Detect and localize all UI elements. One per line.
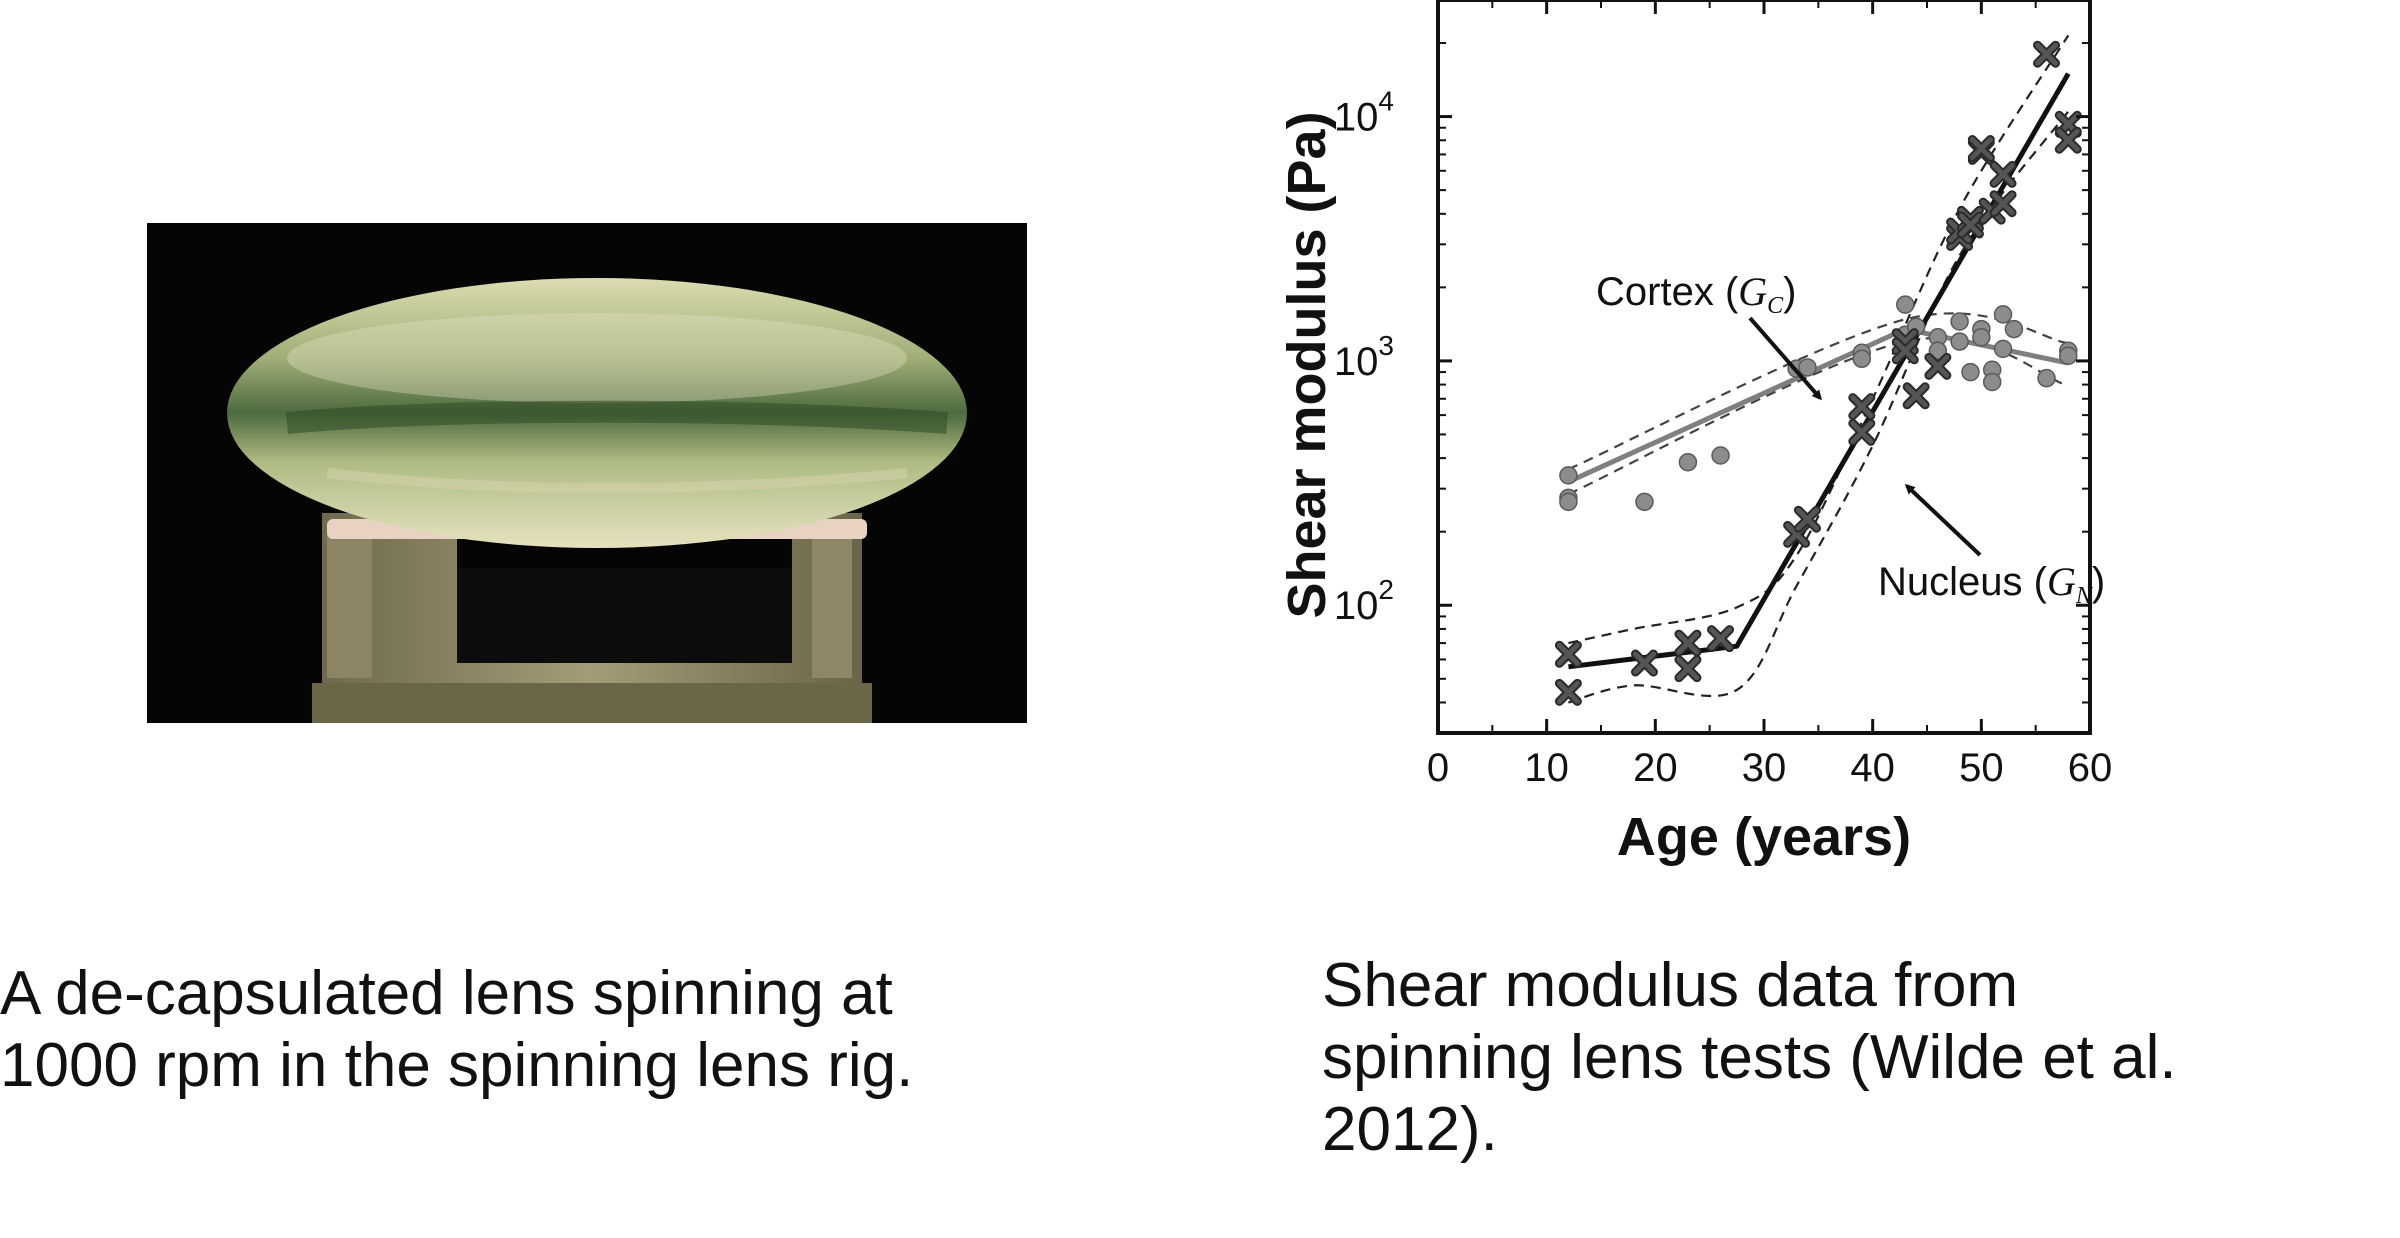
nucleus-point-fill	[1969, 137, 1993, 161]
cortex-subscript: C	[1767, 293, 1784, 319]
nucleus-point	[1967, 135, 1995, 163]
x-tick-label: 60	[2068, 746, 2113, 790]
nucleus-point	[1848, 393, 1876, 421]
nucleus-point-fill	[1904, 384, 1928, 408]
nucleus-point-fill	[1850, 420, 1874, 444]
x-tick-label: 30	[1742, 746, 1787, 790]
cortex-point	[1982, 372, 2002, 392]
nucleus-point-fill	[1795, 507, 1819, 531]
nucleus-point	[1989, 160, 2017, 188]
cortex-point	[1896, 295, 1915, 314]
cortex-point	[1678, 452, 1698, 472]
x-tick-label: 20	[1633, 746, 1678, 790]
cortex-point	[2004, 319, 2024, 339]
nucleus-point	[1924, 352, 1952, 380]
cortex-point	[1993, 305, 2013, 324]
chart-caption-line-1: Shear modulus data from	[1322, 951, 2019, 1020]
nucleus-point-fill	[1958, 213, 1982, 237]
x-tick-label: 10	[1524, 746, 1569, 790]
nucleus-subscript: N	[2075, 583, 2094, 609]
cortex-label-text: Cortex	[1596, 270, 1714, 314]
cortex-band-lower	[1567, 336, 2069, 496]
lens-photo	[147, 223, 1027, 723]
nucleus-point-fill	[2035, 42, 2059, 66]
nucleus-point-fill	[1850, 395, 1874, 419]
nucleus-point	[1674, 629, 1702, 657]
nucleus-point-fill	[1926, 354, 1950, 378]
photo-caption: A de-capsulated lens spinning at 1000 rp…	[0, 958, 1100, 1102]
cortex-point	[1950, 312, 1969, 331]
cortex-point	[1972, 327, 1991, 347]
cortex-point	[1711, 446, 1730, 465]
nucleus-point	[1989, 190, 2017, 218]
x-axis-title: Age (years)	[1617, 807, 1911, 867]
nucleus-point	[1793, 505, 1821, 533]
data-points	[1554, 40, 2082, 706]
cortex-point	[1559, 466, 1578, 485]
cortex-annotation: Cortex (GC)	[1596, 269, 1822, 401]
nucleus-point	[1848, 418, 1876, 446]
nucleus-point	[1956, 211, 1984, 239]
nucleus-point-fill	[1676, 657, 1700, 681]
nucleus-point	[2054, 126, 2082, 154]
nucleus-point	[1630, 649, 1658, 677]
cortex-point	[2059, 346, 2078, 365]
shear-modulus-chart: 0 10 20 30 40 50 60 102 103 104 Age (years) Shear…	[1260, 0, 2400, 900]
photo-caption-line-2: 1000 rpm in the spinning lens rig.	[0, 1031, 914, 1100]
nucleus-band-upper	[1568, 34, 2070, 645]
nucleus-point-fill	[1893, 339, 1917, 363]
nucleus-arrow	[1904, 483, 1982, 557]
chart-svg: 0 10 20 30 40 50 60 102 103 104 Age (years) Shear…	[1277, 0, 2112, 867]
nucleus-point-fill	[1991, 192, 2015, 216]
cortex-point	[1928, 341, 1948, 361]
y-tick-label: 103	[1334, 330, 1394, 384]
x-tick-label: 0	[1427, 746, 1449, 790]
cortex-point	[2037, 368, 2056, 388]
cortex-label: Cortex (GC)	[1596, 269, 1797, 319]
nucleus-point	[1674, 655, 1702, 683]
nucleus-symbol: G	[2047, 559, 2076, 604]
nucleus-point-fill	[1556, 642, 1580, 666]
cortex-point	[1852, 349, 1872, 369]
lens-image	[147, 223, 1027, 723]
cortex-point	[1961, 362, 1980, 382]
nucleus-point	[1554, 678, 1582, 706]
nucleus-point-fill	[1556, 680, 1580, 704]
chart-caption-line-2: spinning lens tests (Wilde et al.	[1322, 1023, 2177, 1092]
cortex-point	[1950, 332, 1969, 351]
cortex-point	[1559, 492, 1578, 512]
cortex-arrow	[1748, 316, 1822, 401]
y-axis-title: Shear modulus (Pa)	[1277, 111, 1337, 618]
y-tick-label: 104	[1334, 86, 1394, 140]
axis-ticks: 0 10 20 30 40 50 60 102 103 104	[1334, 0, 2112, 790]
nucleus-point	[1554, 640, 1582, 668]
nucleus-point-fill	[1709, 627, 1733, 651]
photo-caption-line-1: A de-capsulated lens spinning at	[0, 959, 893, 1028]
nucleus-point	[1707, 625, 1735, 653]
chart-caption: Shear modulus data from spinning lens te…	[1322, 950, 2382, 1166]
cortex-symbol: G	[1738, 269, 1767, 314]
nucleus-point-fill	[1991, 162, 2015, 186]
cortex-point	[1798, 358, 1817, 377]
nucleus-point	[2033, 40, 2061, 68]
nucleus-point	[1902, 382, 1930, 410]
nucleus-point-fill	[1676, 631, 1700, 655]
nucleus-annotation: Nucleus (GN)	[1878, 483, 2105, 609]
nucleus-point-fill	[1632, 651, 1656, 675]
nucleus-label-text: Nucleus	[1878, 560, 2023, 604]
nucleus-label: Nucleus (GN)	[1878, 559, 2105, 609]
x-tick-label: 40	[1850, 746, 1895, 790]
cortex-point	[1993, 339, 2013, 359]
x-tick-label: 50	[1959, 746, 2004, 790]
cortex-point	[1635, 492, 1654, 512]
nucleus-point	[1891, 337, 1919, 365]
nucleus-point-fill	[2056, 128, 2080, 152]
y-tick-label: 102	[1334, 574, 1394, 628]
nucleus-fit-line	[1568, 72, 2071, 670]
chart-caption-line-3: 2012).	[1322, 1095, 1498, 1164]
